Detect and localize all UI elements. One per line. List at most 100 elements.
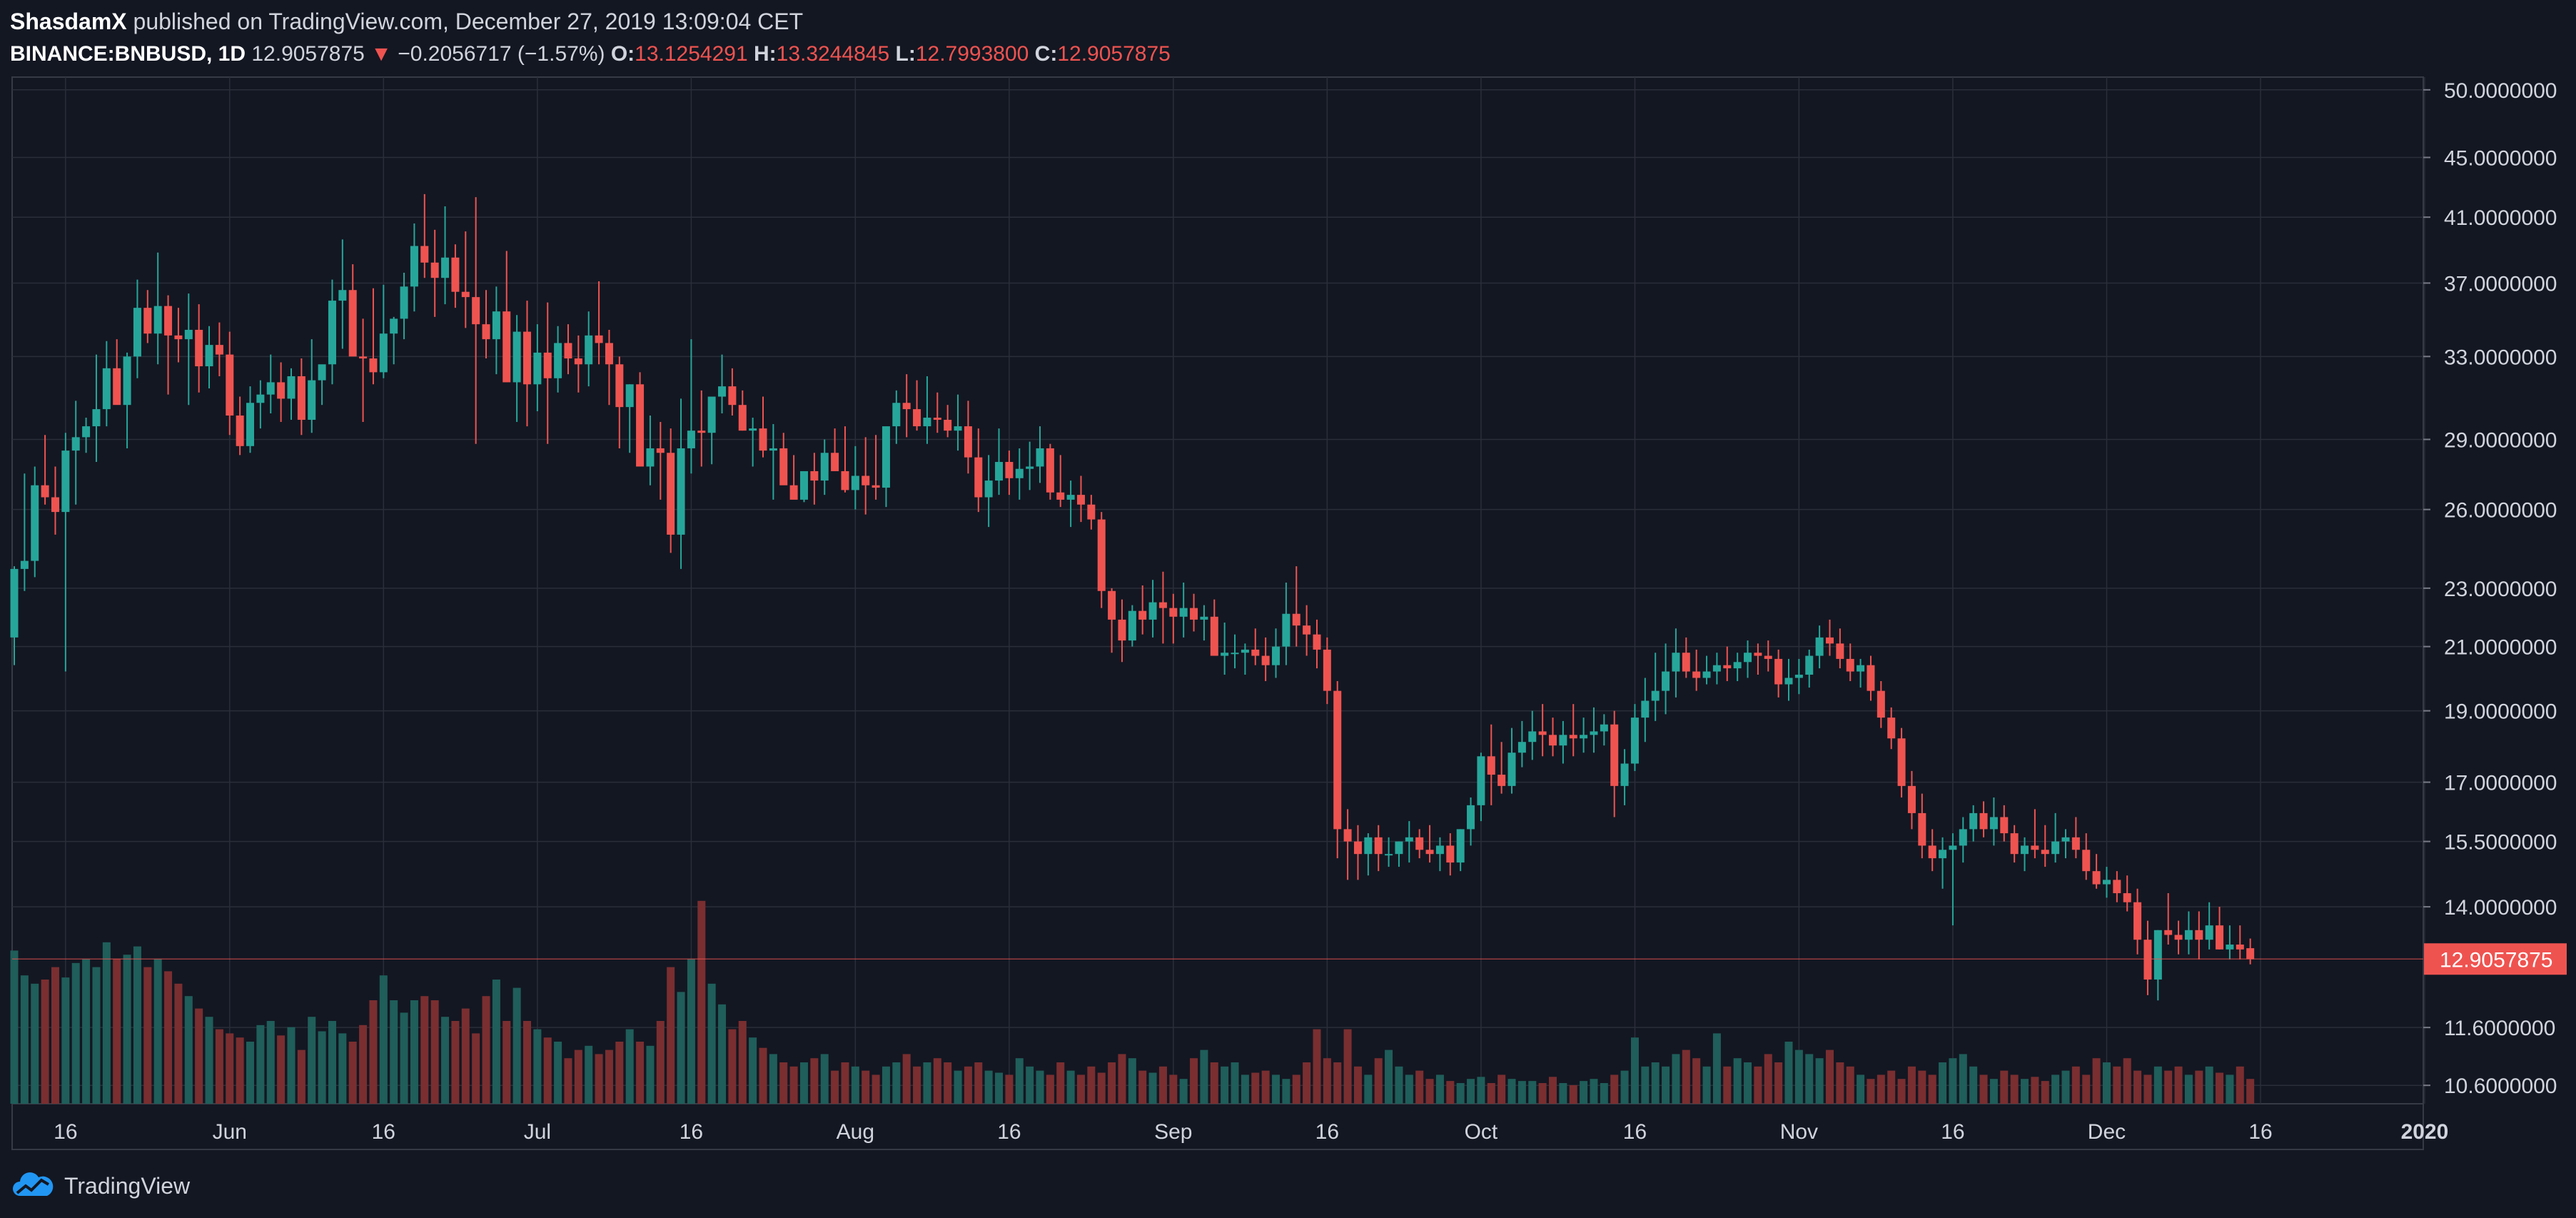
price-tick-label: 14.0000000 <box>2444 896 2557 920</box>
candle-body <box>564 343 572 359</box>
candle-body <box>1395 841 1403 855</box>
volume-bar <box>933 1058 941 1104</box>
candle-body <box>831 453 839 471</box>
candle-body <box>482 324 490 340</box>
volume-bar <box>1651 1062 1660 1104</box>
volume-bar <box>1517 1081 1526 1104</box>
candle-body <box>646 448 655 467</box>
candle-body <box>718 386 727 397</box>
volume-bar <box>451 1021 460 1104</box>
volume-bar <box>1435 1074 1444 1104</box>
candle-body <box>1610 724 1619 786</box>
candle-body <box>667 453 675 535</box>
open-label: O: <box>610 42 635 66</box>
volume-bar <box>1467 1079 1475 1104</box>
time-axis[interactable] <box>11 1103 2424 1150</box>
price-tick-label: 11.6000000 <box>2444 1017 2555 1040</box>
candle-body <box>1744 653 1752 663</box>
price-tick-label: 45.0000000 <box>2444 147 2557 171</box>
volume-bar <box>923 1062 931 1104</box>
volume-bar <box>974 1062 983 1104</box>
candle-body <box>1087 504 1096 520</box>
volume-bar <box>533 1029 542 1104</box>
volume-bar <box>1979 1074 1988 1104</box>
volume-bar <box>2031 1077 2039 1104</box>
candle-body <box>543 352 552 378</box>
price-axis[interactable] <box>2423 77 2576 1149</box>
tradingview-logo-icon[interactable] <box>10 1172 56 1200</box>
time-tick-label: Nov <box>1780 1120 1818 1144</box>
candle-body <box>656 448 665 453</box>
candle-body <box>472 297 480 325</box>
candle-body <box>20 560 29 569</box>
volume-bar <box>944 1062 952 1104</box>
volume-bar <box>2153 1066 2162 1104</box>
close-value: 12.9057875 <box>1057 42 1171 66</box>
candle-body <box>1682 653 1690 672</box>
last-price-line: 12.9057875 <box>12 943 2567 975</box>
volume-bar <box>964 1066 972 1104</box>
volume-bar <box>1158 1066 1167 1104</box>
volume-bar <box>625 1029 634 1104</box>
candle-body <box>123 356 131 406</box>
candle-body <box>348 290 357 357</box>
candle-body <box>1507 753 1516 786</box>
candle-body <box>1179 608 1188 617</box>
candle-body <box>2061 837 2070 842</box>
candle-body <box>92 409 101 427</box>
candle-body <box>1723 665 1732 669</box>
candle-body <box>51 497 59 513</box>
candle-body <box>2021 845 2029 855</box>
volume-bar <box>1487 1083 1495 1104</box>
candle-body <box>995 462 1004 481</box>
volume-bar <box>1097 1072 1106 1104</box>
volume-bar <box>851 1066 859 1104</box>
candle-body <box>1692 671 1701 678</box>
candle-body <box>523 331 531 385</box>
price-tick-label: 26.0000000 <box>2444 499 2557 523</box>
candle-body <box>369 358 378 373</box>
volume-bar <box>482 996 490 1104</box>
candle-body <box>277 382 286 399</box>
volume-bar <box>1836 1062 1844 1104</box>
volume-bar <box>718 1004 727 1104</box>
volume-bar <box>2071 1066 2080 1104</box>
volume-bar <box>1200 1050 1208 1104</box>
candle-body <box>697 431 706 433</box>
candle-body <box>728 386 737 406</box>
author-name[interactable]: ShasdamX <box>10 9 127 34</box>
volume-bar <box>1549 1077 1557 1104</box>
candle-body <box>502 311 511 383</box>
symbol-name[interactable]: BINANCE:BNBUSD, 1D <box>10 42 246 66</box>
volume-bar <box>1056 1062 1065 1104</box>
last-price: 12.9057875 <box>251 42 365 66</box>
candle-body <box>512 331 521 383</box>
close-label: C: <box>1034 42 1058 66</box>
candle-body <box>297 376 305 420</box>
candle-body <box>769 448 777 451</box>
candle-body <box>1343 829 1352 842</box>
candle-body <box>2195 930 2203 940</box>
chart-pane[interactable] <box>11 76 2424 1104</box>
volume-bar <box>995 1072 1004 1104</box>
volume-bar <box>215 1029 223 1104</box>
candle-body <box>1815 637 1824 656</box>
candle-body <box>1477 756 1485 805</box>
candle-body <box>944 419 952 431</box>
volume-bar <box>1395 1066 1403 1104</box>
tradingview-brand[interactable]: TradingView <box>64 1172 191 1199</box>
volume-bar <box>913 1066 921 1104</box>
candle-body <box>1405 837 1413 842</box>
candle-body <box>1979 812 1988 830</box>
price-tick-label: 41.0000000 <box>2444 206 2557 230</box>
candle-body <box>143 308 152 334</box>
open-value: 13.1254291 <box>635 42 748 66</box>
candle-body <box>1949 845 1957 850</box>
candle-body <box>1580 735 1588 739</box>
volume-bar <box>1292 1074 1300 1104</box>
candle-body <box>441 257 450 278</box>
price-tick-label: 17.0000000 <box>2444 772 2557 795</box>
volume-bar <box>1682 1050 1690 1104</box>
candle-body <box>1877 690 1885 718</box>
